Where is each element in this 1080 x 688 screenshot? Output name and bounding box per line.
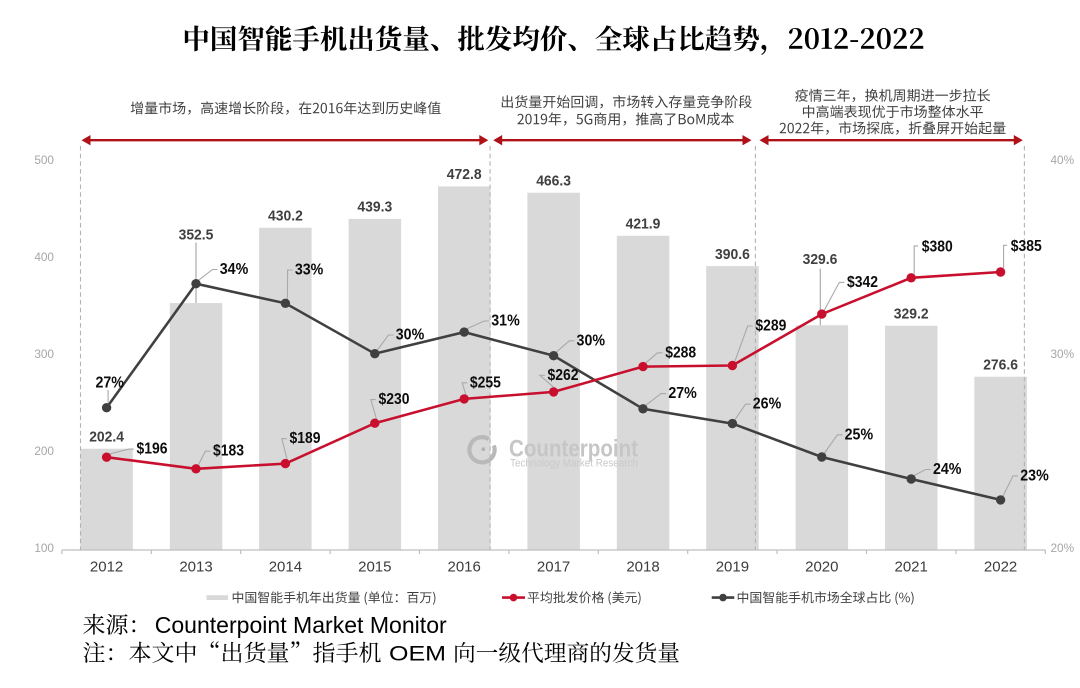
svg-text:100: 100 [34,541,54,555]
svg-text:$196: $196 [137,441,168,458]
svg-text:27%: 27% [668,385,697,402]
svg-text:300: 300 [34,347,54,361]
svg-text:329.2: 329.2 [894,307,929,323]
svg-text:472.8: 472.8 [447,167,482,183]
svg-text:421.9: 421.9 [626,217,661,233]
svg-text:20%: 20% [1051,541,1075,555]
svg-text:2017: 2017 [537,559,570,576]
svg-text:400: 400 [34,250,54,264]
svg-text:24%: 24% [933,461,962,478]
svg-text:276.6: 276.6 [983,358,1018,374]
svg-text:$189: $189 [290,430,321,447]
svg-text:40%: 40% [1051,153,1075,167]
svg-text:26%: 26% [753,396,782,413]
svg-text:30%: 30% [396,327,425,344]
svg-text:202.4: 202.4 [89,430,125,446]
svg-text:$230: $230 [379,391,410,408]
svg-text:500: 500 [34,153,54,167]
svg-text:Counterpoint Market Monitor: Counterpoint Market Monitor [155,612,447,638]
svg-text:Counterpoint: Counterpoint [509,436,638,463]
svg-text:34%: 34% [220,261,249,278]
svg-text:$262: $262 [548,367,579,384]
svg-text:2015: 2015 [358,559,391,576]
svg-text:$385: $385 [1011,238,1042,255]
svg-text:OEM: OEM [389,643,446,666]
svg-text:200: 200 [34,444,54,458]
svg-text:2014: 2014 [269,559,302,576]
svg-text:27%: 27% [95,375,124,392]
svg-text:2016: 2016 [448,559,481,576]
svg-text:23%: 23% [1020,467,1049,484]
svg-text:25%: 25% [845,426,874,443]
svg-text:$288: $288 [665,344,696,361]
svg-text:2018: 2018 [626,559,659,576]
svg-text:2022: 2022 [984,559,1017,576]
svg-text:390.6: 390.6 [715,247,750,263]
svg-text:329.6: 329.6 [803,252,838,268]
svg-text:33%: 33% [295,262,324,279]
svg-text:2012: 2012 [90,559,123,576]
svg-text:$380: $380 [922,238,953,255]
svg-text:Technology Market Research: Technology Market Research [510,457,638,469]
svg-text:439.3: 439.3 [357,200,392,216]
svg-text:2021: 2021 [895,559,928,576]
svg-text:352.5: 352.5 [179,227,214,243]
svg-text:31%: 31% [491,313,520,330]
svg-text:30%: 30% [1051,347,1075,361]
svg-text:$255: $255 [470,374,501,391]
svg-text:2020: 2020 [805,559,838,576]
svg-text:430.2: 430.2 [268,209,303,225]
svg-text:2019: 2019 [716,559,749,576]
svg-text:30%: 30% [577,332,606,349]
svg-text:2013: 2013 [179,559,212,576]
svg-text:$342: $342 [847,274,878,291]
svg-text:$289: $289 [755,318,786,335]
svg-text:466.3: 466.3 [536,174,571,190]
svg-text:$183: $183 [213,443,244,460]
